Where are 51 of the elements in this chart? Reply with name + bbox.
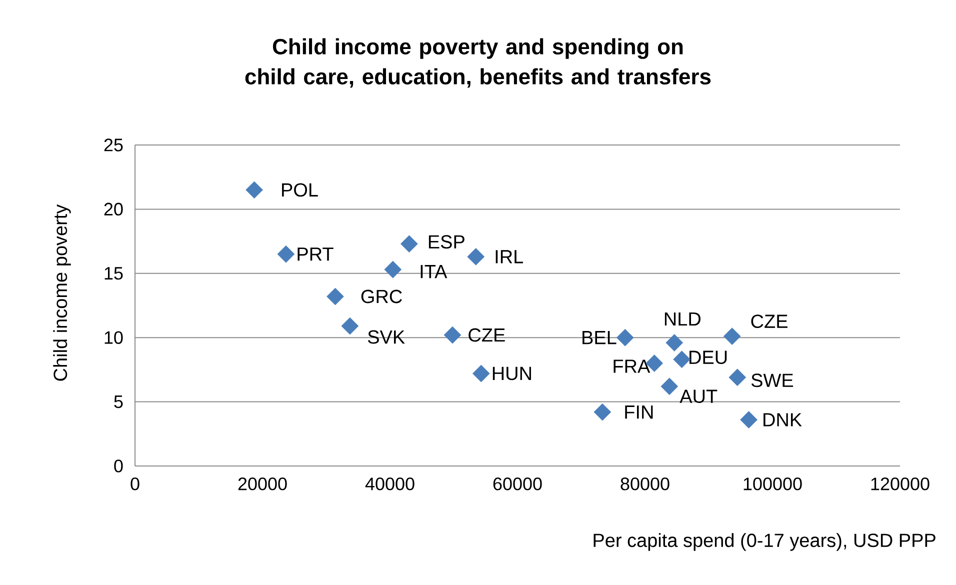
annotation: ESP [428,235,464,249]
point [616,328,634,346]
annotation: CZE [751,314,788,328]
annotation: PRT [298,248,334,261]
point [594,403,612,421]
point [341,317,359,335]
point [444,326,462,344]
annotation: SWE [751,374,794,388]
annotation: AUT [680,390,718,404]
annotation: IRL [496,250,524,264]
annotation: HUN [492,366,531,380]
point [384,260,402,278]
annotation: DEU [690,350,727,364]
point [666,334,684,352]
point [467,248,485,266]
annotation: POL [282,183,318,197]
point [660,378,678,396]
y-tick-label: 0 [114,460,123,472]
y-tick-label: 5 [114,396,123,408]
x-tick-label: 0 [130,478,140,490]
annotation: BEL [582,331,616,344]
point [400,235,418,253]
x-axis-title: Per capita spend (0-17 years), USD PPP [594,533,936,551]
y-tick-label: 15 [104,267,123,280]
point [723,328,741,345]
x-tick-label: 80000 [620,478,670,490]
point [740,411,758,428]
point [673,350,690,368]
chart-title: Child income poverty and spending on child care, education, benefits and transfers [245,38,711,88]
x-tick-label: 40000 [365,478,414,490]
point [728,368,746,386]
y-axis-title: Child income poverty [53,204,71,381]
x-tick-label: 60000 [493,478,542,490]
annotation: GRC [361,290,402,304]
annotation: SVK [368,330,405,344]
annotation: FRA [614,360,650,373]
x-tick-label: 100000 [744,478,802,490]
x-tick-label: 20000 [238,478,287,490]
point [277,245,295,263]
point [326,288,344,306]
annotation: ITA [420,265,448,278]
annotation: FIN [625,406,653,419]
x-tick-label: 120000 [871,478,930,490]
y-tick-label: 10 [104,331,123,344]
y-tick-label: 25 [104,138,123,152]
point [472,364,490,382]
annotation: NLD [664,312,700,326]
annotation: DNK [764,413,802,426]
y-tick-label: 20 [104,202,123,216]
point [246,181,263,199]
annotation: CZE [468,328,505,342]
